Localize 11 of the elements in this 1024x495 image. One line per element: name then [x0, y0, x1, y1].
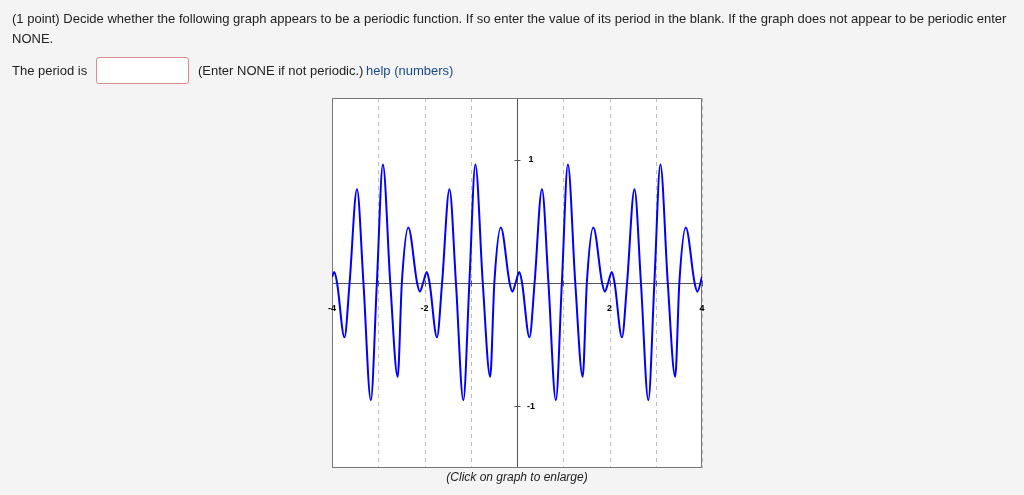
x-tick-label: -4 — [327, 303, 337, 314]
y-tick-label: 1 — [528, 154, 534, 165]
text: help (numbers) — [366, 63, 454, 78]
chart-title: (1 point) Decide whether the following graph appears to be a periodic function. If so enter the value of its period in the blank. If the graph does not appear to be periodic enter NONE. — [12, 10, 1008, 48]
x-tick-label: -2 — [420, 303, 429, 314]
text: (Click on graph to enlarge) — [445, 470, 589, 484]
text: The period is — [12, 63, 88, 78]
y-tick-label: -1 — [526, 400, 536, 411]
x-tick-label: 4 — [699, 303, 705, 314]
text: (Enter NONE if not periodic.) — [198, 63, 364, 78]
x-tick-label: 2 — [606, 303, 613, 314]
